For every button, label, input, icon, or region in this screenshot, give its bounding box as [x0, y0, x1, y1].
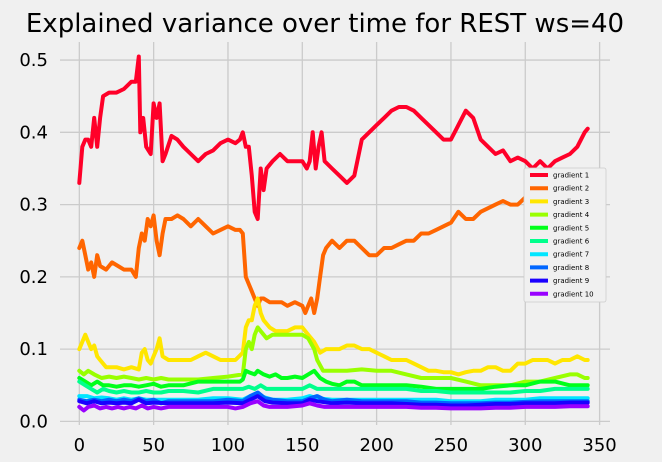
legend-label: gradient 5 — [553, 224, 589, 232]
x-axis-ticks: 0 50 100 150 200 250 300 350 — [74, 435, 617, 456]
y-tick-label: 0.4 — [19, 122, 48, 143]
series-line-9 — [77, 394, 590, 408]
x-tick-label: 100 — [211, 435, 245, 456]
legend-label: gradient 3 — [553, 198, 589, 206]
y-tick-label: 0.0 — [19, 411, 48, 432]
series-line-5 — [77, 368, 590, 391]
chart-title: Explained variance over time for REST ws… — [26, 9, 624, 39]
x-tick-label: 350 — [582, 435, 616, 456]
x-tick-label: 200 — [359, 435, 393, 456]
series-line-2 — [77, 188, 590, 315]
y-tick-label: 0.1 — [19, 339, 48, 360]
legend-label: gradient 10 — [553, 290, 594, 298]
legend-label: gradient 2 — [553, 185, 589, 193]
y-tick-label: 0.5 — [19, 50, 48, 71]
series-line-6 — [77, 379, 590, 395]
x-tick-label: 0 — [74, 435, 85, 456]
legend-label: gradient 8 — [553, 264, 589, 272]
legend-label: gradient 7 — [553, 251, 589, 259]
y-tick-label: 0.2 — [19, 267, 48, 288]
series-line-10 — [77, 399, 590, 413]
series-line-3 — [77, 296, 590, 377]
legend-label: gradient 6 — [553, 238, 590, 246]
y-axis-ticks: 0.0 0.1 0.2 0.3 0.4 0.5 — [19, 50, 48, 432]
series-lines — [77, 54, 590, 413]
x-tick-label: 50 — [142, 435, 165, 456]
series-line-4 — [77, 325, 590, 388]
legend-label: gradient 1 — [553, 172, 589, 180]
y-tick-label: 0.3 — [19, 195, 48, 216]
legend-label: gradient 4 — [553, 211, 590, 219]
x-tick-label: 300 — [508, 435, 542, 456]
legend-label: gradient 9 — [553, 277, 589, 285]
x-tick-label: 150 — [285, 435, 319, 456]
legend: gradient 1 gradient 2 gradient 3 gradient 4… — [523, 167, 607, 303]
x-tick-label: 250 — [434, 435, 468, 456]
series-line-1 — [77, 54, 590, 221]
